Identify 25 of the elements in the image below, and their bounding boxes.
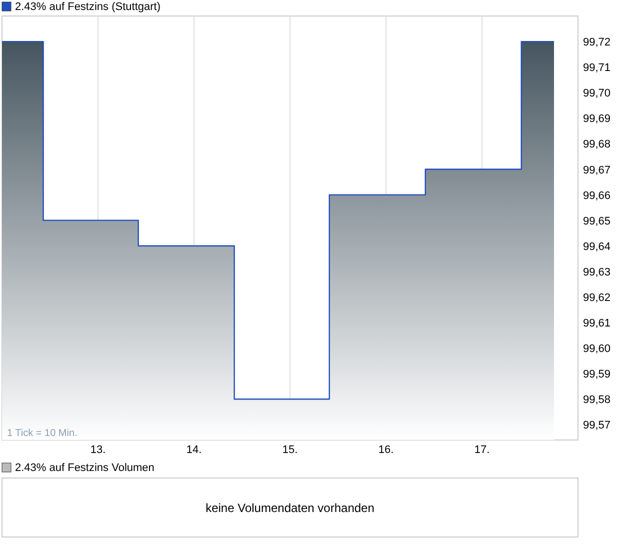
y-tick-label: 99,69 bbox=[583, 113, 611, 126]
annotation: 1 Tick = 10 Min. bbox=[7, 428, 78, 439]
y-tick-label: 99,61 bbox=[583, 318, 611, 330]
y-tick-label: 99,63 bbox=[583, 266, 611, 278]
x-tick-label: 14. bbox=[186, 444, 202, 456]
y-tick-label: 99,70 bbox=[583, 88, 611, 100]
y-tick-label: 99,68 bbox=[583, 138, 611, 151]
y-tick-label: 99,71 bbox=[583, 62, 611, 74]
x-tick-label: 17. bbox=[474, 444, 490, 456]
y-tick-label: 99,60 bbox=[583, 343, 611, 356]
y-tick-label: 99,66 bbox=[583, 190, 611, 202]
x-tick-label: 16. bbox=[378, 444, 394, 456]
y-tick-label: 99,67 bbox=[583, 164, 611, 176]
y-tick-label: 99,72 bbox=[583, 36, 611, 49]
text: keine Volumendaten vorhanden bbox=[206, 501, 374, 515]
y-tick-label: 99,64 bbox=[583, 240, 611, 253]
x-tick-label: 15. bbox=[282, 444, 298, 456]
y-tick-label: 99,59 bbox=[583, 368, 611, 381]
text: 2.43% auf Festzins Volumen bbox=[15, 462, 154, 474]
y-tick-label: 99,65 bbox=[583, 215, 611, 228]
y-tick-label: 99,62 bbox=[583, 292, 611, 304]
x-tick-label: 13. bbox=[90, 444, 106, 456]
y-tick-label: 99,58 bbox=[583, 394, 611, 406]
chart-title: 2.43% auf Festzins (Stuttgart) bbox=[15, 1, 161, 13]
y-tick-label: 99,57 bbox=[583, 420, 611, 432]
